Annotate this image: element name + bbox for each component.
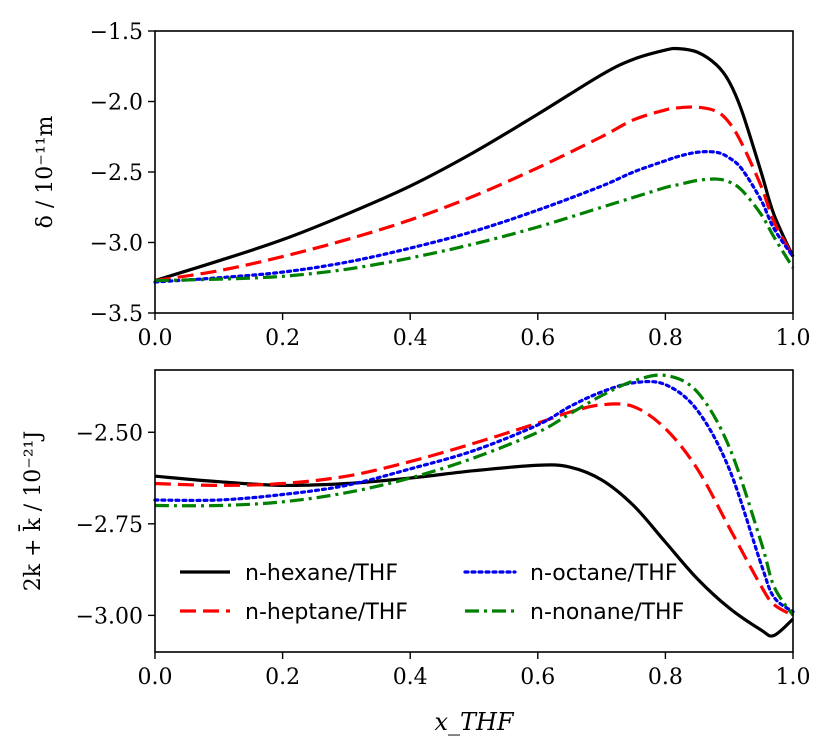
bottom-series-n-octane-thf bbox=[153, 379, 795, 614]
bottom-x-tick-label: 0.8 bbox=[648, 665, 683, 690]
legend-label: n-heptane/THF bbox=[245, 600, 408, 625]
top-y-axis-label: δ / 10⁻¹¹m bbox=[33, 115, 58, 228]
top-axes-frame bbox=[154, 30, 794, 314]
legend: n-hexane/THF n-octane/THF n-heptane/THF n-n… bbox=[180, 561, 684, 625]
top-x-tick-label: 1.0 bbox=[776, 326, 811, 351]
bottom-x-tick-label: 0.4 bbox=[393, 665, 428, 690]
bottom-x-tick-label: 0.6 bbox=[520, 665, 555, 690]
bottom-x-tick-label: 1.0 bbox=[776, 665, 811, 690]
bottom-axes-frame bbox=[154, 369, 794, 653]
x-axis-label: x_THF bbox=[434, 708, 514, 736]
top-series-n-hexane-thf bbox=[154, 46, 795, 283]
panel-top: 0.0 0.2 0.4 0.6 0.8 1.0 −1.5−2.0−2.5−3.0−3.5 … bbox=[33, 20, 811, 351]
top-series-lines bbox=[153, 46, 795, 284]
top-x-tick-label: 0.0 bbox=[138, 326, 173, 351]
top-x-tick-label: 0.4 bbox=[393, 326, 428, 351]
bottom-series-n-hexane-thf bbox=[154, 463, 795, 638]
top-series-n-octane-thf bbox=[153, 150, 795, 284]
bottom-y-tick-label: −2.75 bbox=[76, 513, 143, 538]
top-y-tick-label: −3.0 bbox=[90, 232, 143, 257]
bottom-x-tick-label: 0.2 bbox=[265, 665, 300, 690]
bottom-x-ticks: 0.0 0.2 0.4 0.6 0.8 1.0 bbox=[138, 652, 811, 690]
top-series-n-nonane-thf bbox=[154, 177, 795, 283]
top-x-ticks: 0.0 0.2 0.4 0.6 0.8 1.0 bbox=[138, 313, 811, 351]
bottom-series-n-heptane-thf bbox=[154, 402, 794, 617]
top-series-n-heptane-thf bbox=[154, 105, 795, 283]
top-y-tick-label: −2.0 bbox=[90, 91, 143, 116]
legend-label: n-nonane/THF bbox=[530, 600, 684, 625]
bottom-y-ticks: −2.50 −2.75 −3.00 bbox=[76, 421, 155, 629]
top-y-ticks: −1.5 −2.0 −2.5 −3.0 −3.5 bbox=[90, 20, 155, 327]
top-x-tick-label: 0.8 bbox=[648, 326, 683, 351]
top-y-tick-label: −2.5 bbox=[90, 161, 143, 186]
legend-label: n-octane/THF bbox=[530, 561, 677, 586]
bottom-series-n-nonane-thf bbox=[154, 373, 795, 617]
bottom-y-tick-label: −2.50 bbox=[76, 421, 143, 446]
bottom-series-lines bbox=[153, 373, 795, 638]
top-y-tick-label: −3.5 bbox=[90, 302, 143, 327]
bottom-y-axis-label: 2k + k̄ / 10⁻²¹J bbox=[18, 431, 46, 592]
top-y-tick-label: −1.5 bbox=[90, 20, 143, 45]
top-x-tick-label: 0.6 bbox=[520, 326, 555, 351]
legend-label: n-hexane/THF bbox=[245, 561, 398, 586]
bottom-x-tick-label: 0.0 bbox=[138, 665, 173, 690]
bottom-y-tick-label: −3.00 bbox=[76, 604, 143, 629]
panel-bottom: 0.0 0.2 0.4 0.6 0.8 1.0 −2.50 −2.75 −3.00 2k + … bbox=[18, 369, 811, 736]
top-x-tick-label: 0.2 bbox=[265, 326, 300, 351]
